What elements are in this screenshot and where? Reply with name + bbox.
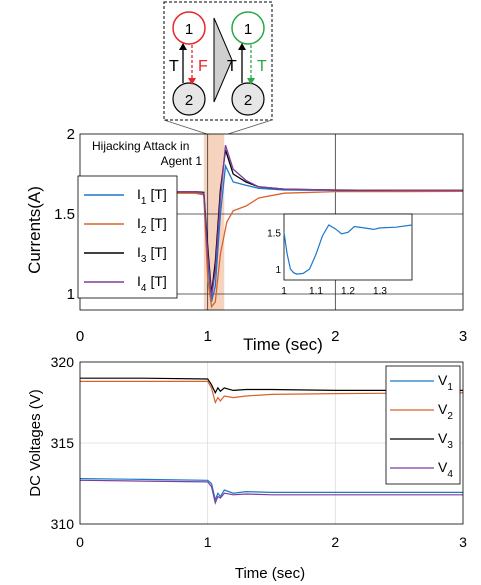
- c2-legend-label: V2: [438, 401, 453, 422]
- c1-legend-label: I3 [T]: [137, 244, 167, 265]
- right-down-label: T: [257, 58, 267, 75]
- inset-ytick-label: 1: [275, 265, 281, 276]
- c1-ytick-label: 1.5: [54, 206, 75, 223]
- c1-series-i2: [80, 190, 464, 309]
- c2-ytick-label: 320: [51, 354, 75, 370]
- c1-ytick-label: 1: [67, 286, 75, 303]
- right-up-arrowhead: [238, 43, 246, 50]
- c1-legend-label: I1 [T]: [137, 186, 167, 207]
- c2-xtick-label: 1: [204, 534, 212, 550]
- c2-ylabel: DC Voltages (V): [27, 389, 44, 497]
- c1-ytick-label: 2: [67, 126, 75, 143]
- c2-series-v3: [80, 377, 463, 395]
- voltages-chart: DC Voltages (V) Time (sec) 0 1 2 3 310 315 320…: [27, 354, 467, 582]
- c2-ytick-label: 315: [51, 435, 75, 451]
- c2-series-v2: [80, 380, 464, 405]
- inset-xtick-label: 1.3: [373, 286, 387, 297]
- c2-ytick-label: 310: [51, 516, 75, 532]
- right-down-arrowhead: [247, 78, 255, 85]
- c2-xtick-label: 2: [331, 534, 339, 550]
- c2-legend: V1 V2 V3 V4: [385, 365, 461, 485]
- connector-right: [227, 119, 273, 135]
- left-down-label: F: [198, 58, 208, 75]
- c2-series-v1: [79, 478, 463, 502]
- inset-xtick-label: 1.2: [341, 286, 355, 297]
- right-node-2: [231, 82, 265, 116]
- c2-series-v4: [79, 479, 463, 505]
- c1-xlabel: Time (sec): [243, 335, 323, 354]
- c2-xlabel: Time (sec): [235, 565, 305, 582]
- left-node-2-label: 2: [185, 92, 193, 109]
- left-node-1: [172, 11, 206, 45]
- c1-legend-label: I4 [T]: [137, 273, 167, 294]
- inset-xtick-label: 1: [281, 286, 287, 297]
- transition-shape: [213, 17, 233, 103]
- c2-xtick-label: 3: [459, 534, 467, 550]
- right-node-1: [231, 11, 265, 45]
- c1-annotation: Hijacking Attack in Agent 1: [92, 139, 202, 168]
- c2-legend-label: V1: [438, 372, 453, 393]
- c1-xtick-label: 3: [459, 328, 467, 345]
- left-up-arrowhead: [179, 43, 187, 50]
- inset-diagram: 1 2 T F 1 2 T T: [163, 1, 273, 135]
- c1-legend: I1 [T] I2 [T] I3 [T] I4 [T]: [77, 175, 178, 299]
- c1-ylabel: Currents(A): [25, 186, 44, 274]
- left-node-1-label: 1: [185, 21, 193, 38]
- inset-xtick-label: 1.1: [309, 286, 323, 297]
- c1-xtick-label: 1: [203, 328, 211, 345]
- c2-axes-box: [79, 361, 464, 525]
- c1-series-i4: [80, 145, 463, 298]
- c1-legend-label: I2 [T]: [137, 215, 167, 236]
- right-node-2-label: 2: [244, 92, 252, 109]
- right-up-label: T: [227, 58, 237, 75]
- inset-series-i1: [283, 224, 413, 275]
- c2-legend-label: V3: [438, 430, 453, 451]
- right-node-1-label: 1: [244, 21, 252, 38]
- left-node-2: [172, 82, 206, 116]
- inset-ytick-label: 1.5: [267, 228, 281, 239]
- left-down-arrowhead: [188, 78, 196, 85]
- c1-zoom-inset: 1 1.1 1.2 1.3 1 1.5: [267, 213, 413, 297]
- c2-xtick-label: 0: [76, 534, 84, 550]
- connector-left: [163, 119, 208, 135]
- currents-chart: Currents(A) Time (sec) 0 1 2 3 1 1.5 2 Hijacki…: [25, 126, 467, 354]
- c1-xtick-label: 2: [331, 328, 339, 345]
- c1-xtick-label: 0: [76, 328, 84, 345]
- left-up-label: T: [169, 58, 179, 75]
- c2-legend-label: V4: [438, 459, 453, 480]
